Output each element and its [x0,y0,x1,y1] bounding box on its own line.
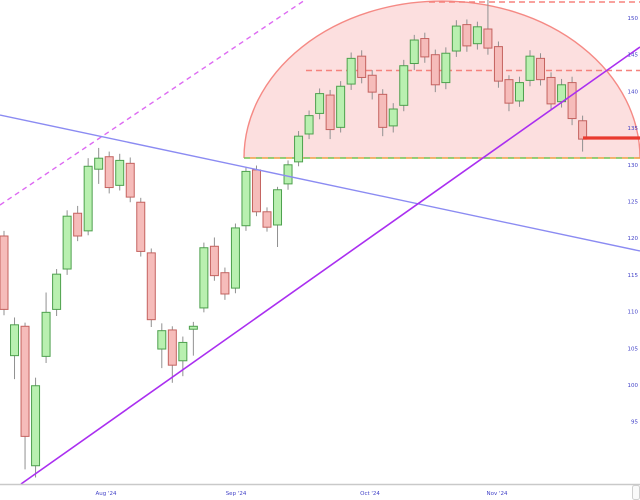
x-axis-label: Nov '24 [487,491,508,497]
candle [493,41,503,88]
candle [294,131,304,167]
candle [504,75,514,112]
y-axis-label: 110 [628,310,639,316]
candle [167,326,177,383]
y-axis-label: 115 [628,273,639,279]
candle [230,223,240,294]
candle [399,59,409,112]
candle [31,377,41,478]
candle [430,49,440,93]
x-axis-label: Aug '24 [96,491,117,497]
candle [514,76,524,107]
candle [283,160,293,190]
candle [346,52,356,90]
candle [451,20,461,57]
resize-handle[interactable] [632,485,640,500]
candle [0,230,9,316]
candle [304,110,314,140]
candle [367,70,377,100]
candle [472,21,482,50]
candle [146,248,156,328]
y-axis-label: 95 [631,420,638,426]
candle [41,292,51,363]
candle [273,186,283,248]
candle [136,197,146,257]
y-axis-label: 130 [628,163,639,169]
candle [357,50,367,84]
candle [157,323,167,369]
y-axis-label: 150 [628,16,639,22]
candle [409,34,419,71]
trendline-rising-support[interactable] [20,46,640,485]
y-axis-label: 140 [628,89,639,95]
candle [94,147,104,184]
candle [378,89,388,137]
candle [525,50,535,87]
candle [315,88,325,120]
y-axis-label: 125 [628,200,639,206]
candle [262,207,272,232]
candle [209,237,219,281]
candle [188,321,198,356]
candle [388,103,398,133]
candle [104,151,114,194]
y-axis-label: 135 [628,126,639,132]
trendline-descending-resistance[interactable] [0,114,640,252]
candle [578,115,588,152]
candle [73,205,83,242]
candle [199,242,209,313]
candle [483,0,493,55]
candle [10,317,20,380]
candle [125,157,135,203]
candle [115,153,125,191]
candle [336,81,346,133]
candle [52,269,62,317]
candle [20,322,30,470]
y-axis-label: 120 [628,236,639,242]
candle [441,47,451,90]
y-axis-label: 100 [628,383,639,389]
candle [420,32,430,63]
y-axis-label: 145 [628,53,639,59]
y-axis-label: 105 [628,346,639,352]
candle [536,53,546,86]
candle [567,76,577,126]
candle [462,19,472,52]
x-axis-label: Sep '24 [226,491,247,497]
x-axis-label: Oct '24 [360,491,380,497]
trendline-channel-dashed[interactable] [0,0,306,206]
candle [325,89,335,140]
candle [251,165,261,217]
candle [546,72,556,111]
candle [220,267,230,300]
candle [241,167,251,231]
candle [62,210,72,275]
candle [83,158,93,236]
candles-layer [0,0,588,478]
